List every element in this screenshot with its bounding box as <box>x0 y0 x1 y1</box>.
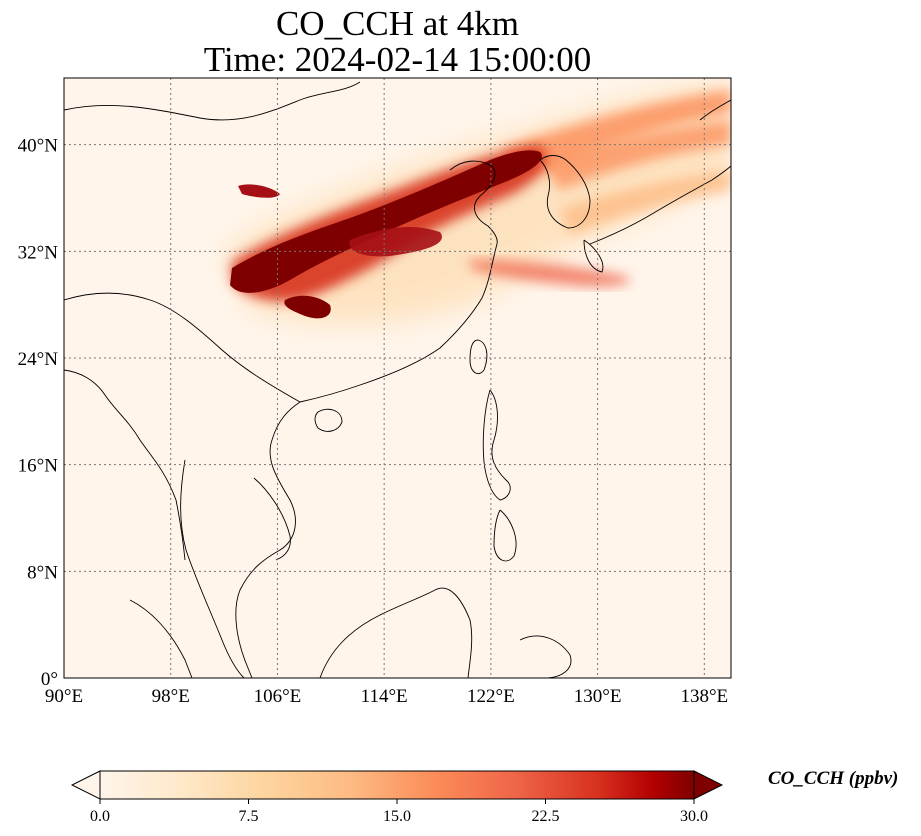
colorbar-tick-label: 30.0 <box>680 808 708 825</box>
lon-tick-label: 122°E <box>467 686 515 707</box>
coast-sumatra <box>129 599 193 678</box>
lon-tick-label: 130°E <box>574 686 622 707</box>
colorbar-gradient <box>100 771 694 799</box>
coast-japan-honshu <box>589 165 731 245</box>
coast-vietnam <box>253 477 291 561</box>
coast-bay-of-bengal <box>64 369 186 561</box>
colorbar-tick-label: 7.5 <box>239 808 259 825</box>
colorbar-extend-max <box>693 770 724 800</box>
coast-japan-kyushu <box>583 239 604 273</box>
coast-luzon <box>482 389 511 501</box>
plume-core-coast <box>349 226 442 257</box>
coast-korea <box>539 155 591 229</box>
lat-tick-label: 0° <box>41 669 58 690</box>
plume-streak-northeast <box>500 90 731 175</box>
border-mongolia <box>64 81 361 121</box>
colorbar: 0.0 7.5 15.0 22.5 30.0 <box>70 770 724 825</box>
chart-title-line2: Time: 2024-02-14 15:00:00 <box>203 40 592 79</box>
lat-tick-labels: 0° 8°N 16°N 24°N 32°N 40°N <box>18 136 59 690</box>
lat-tick-label: 8°N <box>27 562 58 583</box>
coast-philippines-south <box>493 509 517 562</box>
coast-taiwan <box>469 339 488 374</box>
plume-core-south-lobe <box>284 295 331 319</box>
coast-china-east <box>299 243 498 403</box>
map-frame <box>63 77 732 679</box>
colorbar-tick-label: 22.5 <box>532 808 560 825</box>
lon-tick-label: 90°E <box>45 686 83 707</box>
lon-tick-label: 114°E <box>361 686 408 707</box>
coast-hainan <box>314 408 343 432</box>
plume-streak-east <box>540 120 731 190</box>
coast-japan-hokkaido <box>699 99 731 121</box>
colorbar-tick-label: 15.0 <box>383 808 411 825</box>
coast-bohai <box>449 160 498 245</box>
coast-mindanao <box>519 635 572 678</box>
coast-indochina <box>235 401 301 678</box>
lon-tick-label: 98°E <box>152 686 190 707</box>
lat-tick-label: 40°N <box>18 136 59 157</box>
colorbar-ticks: 0.0 7.5 15.0 22.5 30.0 <box>90 799 708 825</box>
plume-streak-southeast <box>470 260 631 287</box>
lat-tick-label: 32°N <box>18 242 59 263</box>
coast-borneo <box>319 587 473 678</box>
lon-tick-labels: 90°E 98°E 106°E 114°E 122°E 130°E 138°E <box>45 686 728 707</box>
border-china-south <box>64 292 301 403</box>
coast-malay-peninsula <box>180 459 245 678</box>
lat-tick-label: 16°N <box>18 456 59 477</box>
coastlines <box>64 81 731 678</box>
plume-core <box>230 150 542 293</box>
colorbar-label: CO_CCH (ppbv) <box>768 768 899 789</box>
gridlines <box>64 78 731 678</box>
colorbar-extend-min <box>70 770 101 800</box>
chart-title-line1: CO_CCH at 4km <box>275 4 520 43</box>
lon-tick-label: 138°E <box>680 686 728 707</box>
plume-streak-japan <box>560 170 731 235</box>
lat-tick-label: 24°N <box>18 349 59 370</box>
colorbar-tick-label: 0.0 <box>90 808 110 825</box>
concentration-field <box>225 80 731 324</box>
plume-core-north-spot <box>238 184 280 198</box>
lon-tick-label: 106°E <box>254 686 302 707</box>
